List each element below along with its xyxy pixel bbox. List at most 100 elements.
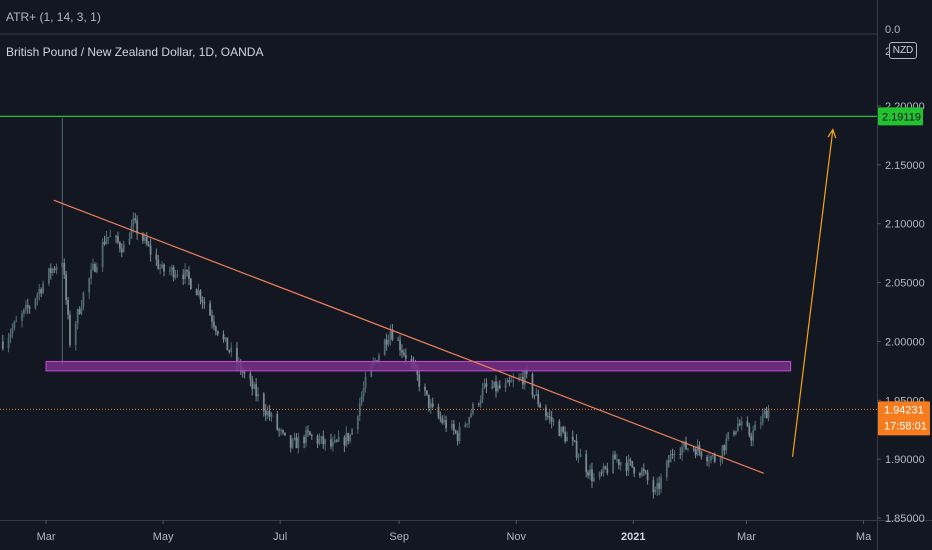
candle-body <box>222 334 225 340</box>
candle-body <box>485 383 488 387</box>
candle-body <box>53 268 56 270</box>
candle-body <box>291 439 294 448</box>
candle-body <box>767 408 770 419</box>
candle-body <box>591 469 593 482</box>
candle-body <box>746 421 749 427</box>
candle-body <box>333 440 336 443</box>
candle-body <box>654 489 657 493</box>
candle-body <box>224 337 227 340</box>
candle-body <box>445 420 448 429</box>
candle-body <box>665 460 668 478</box>
candle-body <box>307 430 309 432</box>
candle-body <box>399 340 401 351</box>
candle-body <box>188 271 190 279</box>
candle-body <box>441 418 444 423</box>
candle-body <box>523 370 526 385</box>
candle-body <box>42 283 45 294</box>
candle-body <box>468 417 471 424</box>
drawings[interactable] <box>0 115 877 474</box>
candle-body <box>47 268 50 284</box>
candle-body <box>63 262 66 275</box>
candle-body <box>550 416 553 422</box>
candle-body <box>452 423 455 431</box>
candle-body <box>617 459 620 465</box>
candle-body <box>251 379 254 389</box>
candle-body <box>646 472 649 481</box>
time-tick-label: Nov <box>506 531 526 543</box>
price-axis[interactable]: 0.02.200002.150002.100002.050002.000001.… <box>877 24 925 525</box>
candle-body <box>378 355 380 363</box>
candle-body <box>201 299 204 302</box>
candle-body <box>508 380 511 382</box>
candle-body <box>391 331 394 340</box>
candles <box>1 117 770 499</box>
candle-body <box>763 410 766 415</box>
candle-body <box>211 315 213 322</box>
candle-body <box>727 432 730 439</box>
candle-body <box>619 462 622 465</box>
projection-arrow-line[interactable] <box>791 129 834 457</box>
candle-body <box>226 337 229 351</box>
candle-body <box>587 472 590 476</box>
candle-body <box>276 413 279 430</box>
candle-body <box>264 410 267 416</box>
candle-body <box>614 454 616 460</box>
indicator-label[interactable]: ATR+ (1, 14, 3, 1) <box>6 10 101 24</box>
candle-body <box>159 267 162 269</box>
candle-body <box>303 437 306 444</box>
candle-body <box>132 218 135 226</box>
candle-body <box>660 477 662 489</box>
candle-body <box>65 274 68 300</box>
candle-body <box>669 454 672 463</box>
candle-body <box>38 289 41 295</box>
candle-body <box>90 269 92 279</box>
time-axis[interactable]: Mar May Jul Sep Nov 2021 Mar Ma <box>37 520 873 543</box>
candle-body <box>253 384 256 389</box>
candle-body <box>147 243 150 246</box>
candle-body <box>284 432 286 436</box>
candle-body <box>719 457 722 462</box>
candle-body <box>228 350 231 352</box>
candle-body <box>402 352 405 355</box>
candle-body <box>184 269 187 280</box>
candle-body <box>266 410 269 416</box>
candle-body <box>142 233 144 241</box>
candle-body <box>362 388 365 397</box>
candle-body <box>454 430 457 433</box>
candle-body <box>443 420 446 423</box>
candle-body <box>324 439 327 445</box>
candle-body <box>55 267 58 270</box>
candle-body <box>673 453 676 455</box>
projection-arrow-head-icon <box>827 128 837 139</box>
candle-body <box>168 270 171 272</box>
candle-body <box>700 451 703 457</box>
candle-body <box>74 323 77 345</box>
candle-body <box>176 274 179 276</box>
candle-body <box>322 436 325 445</box>
currency-badge[interactable]: NZD <box>889 42 917 59</box>
candle-body <box>733 432 735 435</box>
candle-body <box>172 267 175 278</box>
candle-body <box>616 459 618 461</box>
candle-body <box>577 456 580 458</box>
candle-body <box>21 313 23 321</box>
candle-body <box>24 305 27 310</box>
support-zone-rectangle[interactable] <box>45 360 792 372</box>
candle-body <box>255 384 258 397</box>
candle-body <box>761 414 764 423</box>
candle-body <box>51 268 54 274</box>
descending-trendline[interactable] <box>53 199 764 474</box>
candle-body <box>525 370 528 375</box>
candle-body <box>389 331 392 341</box>
time-tick-label: May <box>153 531 174 543</box>
candle-body <box>320 436 323 440</box>
candle-body <box>692 448 695 450</box>
candle-body <box>23 309 25 314</box>
candle-body <box>667 460 670 463</box>
candle-body <box>230 347 233 352</box>
candle-body <box>456 432 459 441</box>
candle-body <box>679 453 682 455</box>
resistance-price-tag <box>878 107 923 126</box>
candle-body <box>458 426 461 441</box>
